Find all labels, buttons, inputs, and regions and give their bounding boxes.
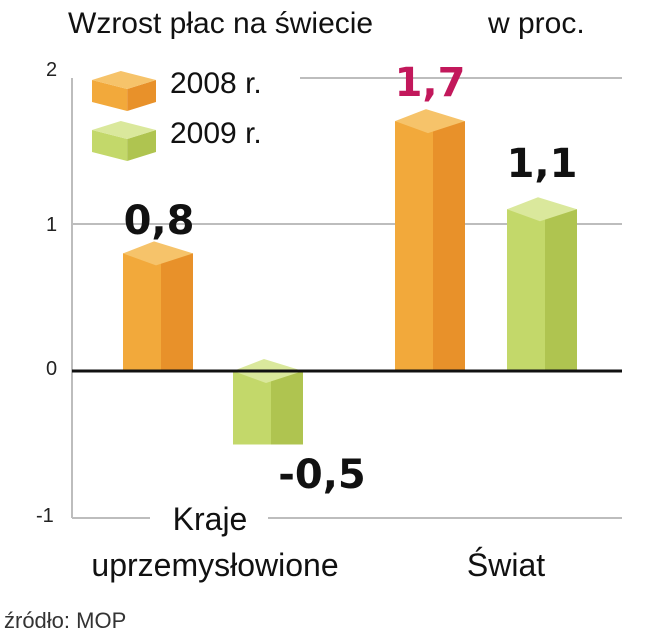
swatch-side-face bbox=[127, 130, 156, 161]
bar-side-face bbox=[433, 121, 465, 371]
bar-front-face bbox=[395, 121, 433, 371]
bars-group bbox=[123, 109, 577, 445]
bar-2009-kraje bbox=[233, 359, 303, 445]
legend-label-2009: 2009 r. bbox=[170, 117, 262, 150]
chart-unit: w proc. bbox=[487, 7, 585, 40]
legend-label-2008: 2008 r. bbox=[170, 67, 262, 100]
bar-2008-swiat bbox=[395, 109, 465, 371]
y-tick-label: 0 bbox=[46, 358, 57, 380]
value-label-2009-swiat: 1,1 bbox=[507, 141, 578, 187]
swatch-top-face bbox=[92, 71, 156, 89]
bar-side-face bbox=[545, 209, 577, 371]
bar-2009-swiat bbox=[507, 197, 577, 371]
bar-2008-kraje bbox=[123, 241, 193, 371]
legend-swatch-2008 bbox=[92, 71, 156, 111]
category-label-kraje-line1: Kraje bbox=[173, 501, 248, 537]
swatch-front-face bbox=[92, 80, 128, 111]
swatch-top-face bbox=[92, 121, 156, 139]
category-label-swiat: Świat bbox=[467, 547, 545, 583]
bar-top-face bbox=[395, 109, 465, 134]
y-tick-label: 2 bbox=[46, 59, 57, 81]
y-tick-label: -1 bbox=[36, 505, 54, 527]
bar-top-face bbox=[123, 241, 193, 266]
bar-side-face bbox=[161, 253, 193, 371]
bar-top-face bbox=[507, 197, 577, 222]
category-label-kraje-line2: uprzemysłowione bbox=[91, 547, 338, 583]
y-tick-label: 1 bbox=[46, 214, 57, 236]
bar-front-face bbox=[123, 253, 161, 371]
value-label-2008-swiat: 1,7 bbox=[395, 60, 466, 106]
swatch-side-face bbox=[127, 80, 156, 111]
source-note: źródło: MOP bbox=[4, 608, 126, 633]
bar-side-face bbox=[271, 371, 303, 445]
chart-title: Wzrost płac na świecie bbox=[68, 7, 373, 40]
value-label-2009-kraje: -0,5 bbox=[278, 452, 365, 498]
legend: 2008 r. 2009 r. bbox=[92, 67, 308, 161]
swatch-front-face bbox=[92, 130, 128, 161]
legend-swatch-2009 bbox=[92, 121, 156, 161]
bar-front-face bbox=[507, 209, 545, 371]
bar-front-face bbox=[233, 371, 271, 445]
value-label-2008-kraje: 0,8 bbox=[124, 198, 195, 244]
